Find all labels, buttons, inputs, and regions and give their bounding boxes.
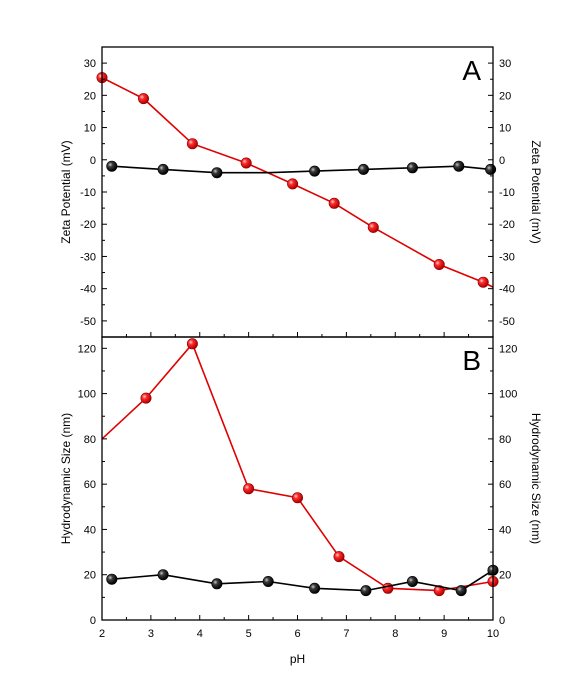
data-point-b-2-6 [360,585,372,597]
y-tick-label-left: 80 [84,434,96,446]
data-point-a-1-7 [367,221,379,233]
series-line-b-1 [101,342,494,592]
data-point-b-1-5 [291,492,303,504]
x-tick-label: 9 [441,628,447,640]
data-point-a-2-1 [106,160,118,172]
data-point-a-2-8 [453,160,465,172]
data-point-b-2-7 [406,575,418,587]
y-tick-label-right: 0 [499,155,505,167]
data-point-a-2-5 [309,165,321,177]
y-tick-label-left: 0 [90,615,96,627]
x-tick-label: 6 [294,628,300,640]
data-point-b-2-8 [455,585,467,597]
y-tick-label-right: 120 [499,343,517,355]
y-tick-label-left: 20 [84,90,96,102]
data-point-a-1-9 [477,276,489,288]
y-tick-label-right: -50 [499,316,515,328]
data-point-a-2-2 [157,163,169,175]
data-point-b-1-2 [140,392,152,404]
data-point-a-1-4 [240,157,252,169]
y-tick-label-right: 0 [499,615,505,627]
data-point-b-1-4 [243,483,255,495]
y-axis-title-right: Zeta Potential (mV) [529,140,543,243]
y-tick-label-right: -40 [499,284,515,296]
y-axis-title-left: Hydrodynamic Size (nm) [59,413,73,544]
x-tick-label: 2 [99,628,105,640]
y-tick-label-left: 100 [78,389,96,401]
data-point-a-2-9 [485,163,497,175]
panel-label-a: A [462,55,481,86]
y-tick-label-right: 10 [499,123,511,135]
x-tick-label: 3 [148,628,154,640]
y-tick-label-left: 30 [84,58,96,70]
x-tick-label: 8 [392,628,398,640]
data-point-b-1-6 [333,551,345,563]
y-tick-label-left: 0 [90,155,96,167]
data-point-a-2-6 [357,163,369,175]
y-tick-label-right: 40 [499,524,511,536]
x-tick-label: 10 [487,628,499,640]
data-point-b-1-3 [186,338,198,350]
y-tick-label-right: -10 [499,187,515,199]
y-tick-label-right: 80 [499,434,511,446]
x-tick-label: 4 [197,628,203,640]
y-tick-label-left: 10 [84,123,96,135]
data-point-b-2-4 [262,575,274,587]
y-tick-label-right: 30 [499,58,511,70]
y-tick-label-right: -20 [499,219,515,231]
y-tick-label-left: -20 [80,219,96,231]
y-axis-title-left: Zeta Potential (mV) [59,140,73,243]
data-point-b-1-7 [382,582,394,594]
data-point-a-2-3 [211,167,223,179]
data-point-a-1-2 [138,93,150,105]
data-point-b-2-1 [106,573,118,585]
panel-label-b: B [462,345,481,376]
data-point-b-2-5 [309,582,321,594]
data-point-b-1-8 [433,585,445,597]
y-tick-label-left: 40 [84,524,96,536]
data-point-b-2-2 [157,569,169,581]
y-tick-label-left: -30 [80,251,96,263]
y-tick-label-left: 120 [78,343,96,355]
data-point-a-1-3 [186,138,198,150]
x-tick-label: 5 [246,628,252,640]
y-tick-label-left: 60 [84,479,96,491]
y-tick-label-right: 20 [499,90,511,102]
data-point-a-1-6 [328,197,340,209]
y-axis-title-right: Hydrodynamic Size (nm) [529,413,543,544]
y-tick-label-left: -50 [80,316,96,328]
y-tick-label-left: -10 [80,187,96,199]
y-tick-label-right: 20 [499,570,511,582]
data-point-b-2-3 [211,578,223,590]
series-line-a-2 [111,165,491,174]
x-tick-label: 7 [343,628,349,640]
data-point-a-2-7 [406,162,418,174]
y-tick-label-left: -40 [80,284,96,296]
y-tick-label-right: 100 [499,389,517,401]
y-tick-label-right: 60 [499,479,511,491]
plot-frame-a [101,46,494,338]
y-tick-label-right: -30 [499,251,515,263]
data-point-a-1-5 [287,178,299,190]
data-point-a-1-8 [433,258,445,270]
x-axis-title: pH [290,652,305,666]
series-line-a-1 [101,76,494,288]
y-tick-label-left: 20 [84,570,96,582]
